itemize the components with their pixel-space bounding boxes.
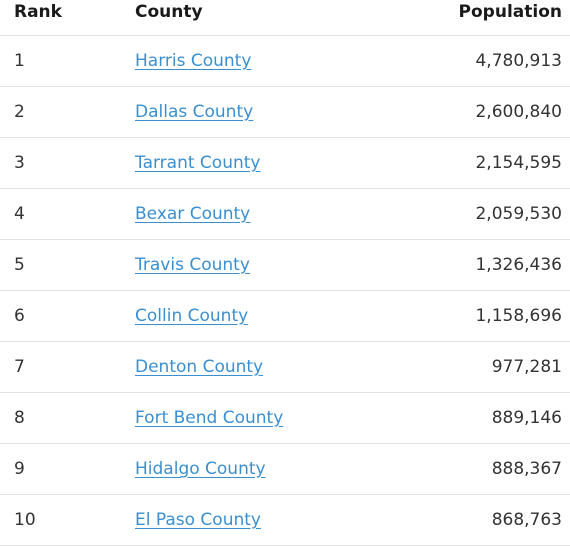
column-header-rank[interactable]: Rank: [14, 2, 62, 22]
county-link[interactable]: Dallas County: [135, 102, 254, 122]
rank-cell: 7: [14, 357, 25, 377]
rank-cell: 2: [14, 102, 25, 122]
population-cell: 1,158,696: [475, 306, 562, 326]
population-cell: 888,367: [491, 459, 562, 479]
rank-cell: 4: [14, 204, 25, 224]
population-cell: 2,059,530: [475, 204, 562, 224]
county-link[interactable]: Fort Bend County: [135, 408, 284, 428]
county-link[interactable]: Tarrant County: [135, 153, 261, 173]
population-cell: 1,326,436: [475, 255, 562, 275]
county-link[interactable]: Harris County: [135, 51, 252, 71]
rank-cell: 9: [14, 459, 25, 479]
population-cell: 4,780,913: [475, 51, 562, 71]
table-row: 6 Collin County 1,158,696: [0, 291, 570, 342]
population-cell: 868,763: [491, 510, 562, 530]
column-header-population[interactable]: Population: [458, 2, 562, 22]
table-row: 3 Tarrant County 2,154,595: [0, 138, 570, 189]
rank-cell: 5: [14, 255, 25, 275]
rank-cell: 8: [14, 408, 25, 428]
county-link[interactable]: Travis County: [135, 255, 250, 275]
rank-cell: 6: [14, 306, 25, 326]
county-link[interactable]: El Paso County: [135, 510, 261, 530]
population-cell: 2,600,840: [475, 102, 562, 122]
county-link[interactable]: Collin County: [135, 306, 249, 326]
table-row: 2 Dallas County 2,600,840: [0, 87, 570, 138]
table-row: 10 El Paso County 868,763: [0, 495, 570, 546]
column-header-county[interactable]: County: [135, 2, 203, 22]
table-row: 7 Denton County 977,281: [0, 342, 570, 393]
county-link[interactable]: Denton County: [135, 357, 264, 377]
table-row: 5 Travis County 1,326,436: [0, 240, 570, 291]
table-row: 1 Harris County 4,780,913: [0, 36, 570, 87]
population-cell: 2,154,595: [475, 153, 562, 173]
table-row: 8 Fort Bend County 889,146: [0, 393, 570, 444]
rank-cell: 10: [14, 510, 36, 530]
county-link[interactable]: Hidalgo County: [135, 459, 266, 479]
table-row: 9 Hidalgo County 888,367: [0, 444, 570, 495]
table-row: 4 Bexar County 2,059,530: [0, 189, 570, 240]
rank-cell: 1: [14, 51, 25, 71]
population-cell: 889,146: [491, 408, 562, 428]
population-cell: 977,281: [491, 357, 562, 377]
table-header: Rank County Population: [0, 0, 570, 36]
rank-cell: 3: [14, 153, 25, 173]
county-link[interactable]: Bexar County: [135, 204, 251, 224]
